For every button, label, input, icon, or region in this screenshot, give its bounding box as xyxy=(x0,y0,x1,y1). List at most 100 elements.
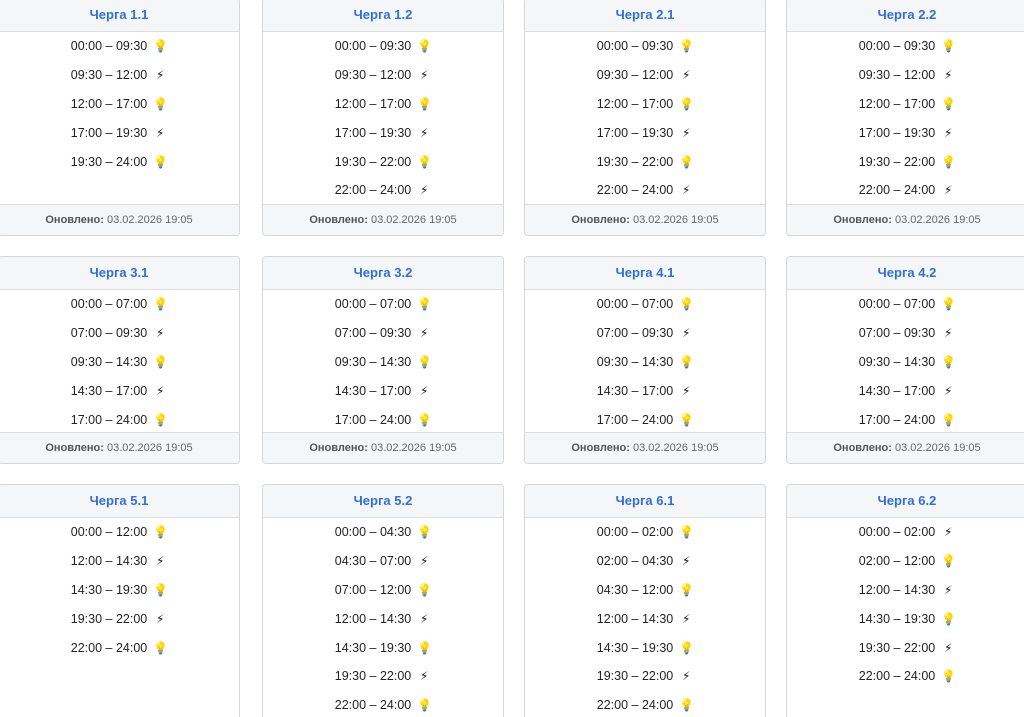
queue-card: Черга 5.2 00:00 – 04:30 💡 04:30 – 07:00 ⚡ 07:… xyxy=(262,484,504,717)
schedule-slot: 12:00 – 14:30 ⚡ xyxy=(0,547,239,576)
slot-time: 19:30 – 22:00 xyxy=(596,154,674,169)
schedule-slot: 17:00 – 24:00 💡 xyxy=(263,405,503,434)
lightbulb-icon: 💡 xyxy=(941,354,957,369)
slot-time: 19:30 – 22:00 xyxy=(858,154,936,169)
schedule-slot: 14:30 – 17:00 ⚡ xyxy=(263,376,503,405)
schedule-slot: 09:30 – 14:30 💡 xyxy=(787,348,1024,377)
schedule-slot: 14:30 – 19:30 💡 xyxy=(263,633,503,662)
schedule-slot: 14:30 – 19:30 💡 xyxy=(787,604,1024,633)
slot-time: 12:00 – 14:30 xyxy=(334,611,412,626)
power-off-icon: ⚡ xyxy=(682,68,691,83)
queue-card: Черга 3.2 00:00 – 07:00 💡 07:00 – 09:30 ⚡ 09:… xyxy=(262,256,504,464)
slot-time: 07:00 – 09:30 xyxy=(334,326,412,341)
schedule-slot: 07:00 – 12:00 💡 xyxy=(263,576,503,605)
schedule-slot: 22:00 – 24:00 ⚡ xyxy=(525,176,765,205)
lightbulb-icon: 💡 xyxy=(153,640,169,655)
lightbulb-icon: 💡 xyxy=(679,525,695,540)
updated-timestamp: 03.02.2026 19:05 xyxy=(106,214,193,226)
power-off-icon: ⚡ xyxy=(156,326,165,341)
lightbulb-icon: 💡 xyxy=(417,640,433,655)
schedule-list: 00:00 – 07:00 💡 07:00 – 09:30 ⚡ 09:30 – 14:3… xyxy=(263,290,503,434)
lightbulb-icon: 💡 xyxy=(679,39,695,54)
slot-time: 12:00 – 14:30 xyxy=(858,582,936,597)
updated-label: Оновлено: xyxy=(833,442,892,454)
slot-time: 12:00 – 17:00 xyxy=(596,96,674,111)
lightbulb-icon: 💡 xyxy=(941,412,957,427)
power-off-icon: ⚡ xyxy=(944,326,953,341)
schedule-slot: 00:00 – 09:30 💡 xyxy=(263,32,503,61)
lightbulb-icon: 💡 xyxy=(417,39,433,54)
schedule-slot: 14:30 – 17:00 ⚡ xyxy=(525,376,765,405)
power-off-icon: ⚡ xyxy=(682,611,691,626)
slot-time: 00:00 – 09:30 xyxy=(70,39,148,54)
schedule-slot: 09:30 – 12:00 ⚡ xyxy=(525,61,765,90)
queue-card: Черга 6.2 00:00 – 02:00 ⚡ 02:00 – 12:00 💡 12:… xyxy=(786,484,1024,717)
queue-title: Черга 3.2 xyxy=(263,257,503,290)
lightbulb-icon: 💡 xyxy=(679,96,695,111)
schedule-slot: 07:00 – 09:30 ⚡ xyxy=(787,319,1024,348)
updated-footer: Оновлено: 03.02.2026 19:05 xyxy=(787,432,1024,463)
schedule-slot: 19:30 – 22:00 💡 xyxy=(263,147,503,176)
schedule-slot: 00:00 – 12:00 💡 xyxy=(0,518,239,547)
updated-timestamp: 03.02.2026 19:05 xyxy=(632,214,719,226)
slot-time: 17:00 – 19:30 xyxy=(858,125,936,140)
queue-card: Черга 2.2 00:00 – 09:30 💡 09:30 – 12:00 ⚡ 12:… xyxy=(786,0,1024,236)
queue-card: Черга 4.1 00:00 – 07:00 💡 07:00 – 09:30 ⚡ 09:… xyxy=(524,256,766,464)
slot-time: 00:00 – 07:00 xyxy=(858,297,936,312)
slot-time: 04:30 – 12:00 xyxy=(596,582,674,597)
slot-time: 14:30 – 17:00 xyxy=(334,383,412,398)
slot-time: 14:30 – 19:30 xyxy=(858,611,936,626)
schedule-slot: 00:00 – 02:00 ⚡ xyxy=(787,518,1024,547)
slot-time: 12:00 – 17:00 xyxy=(334,96,412,111)
lightbulb-icon: 💡 xyxy=(153,354,169,369)
power-off-icon: ⚡ xyxy=(944,525,953,540)
slot-time: 22:00 – 24:00 xyxy=(858,669,936,684)
schedule-slot: 19:30 – 22:00 ⚡ xyxy=(0,604,239,633)
schedule-slot: 19:30 – 22:00 💡 xyxy=(787,147,1024,176)
queue-title: Черга 1.2 xyxy=(263,0,503,32)
schedule-slot: 00:00 – 04:30 💡 xyxy=(263,518,503,547)
lightbulb-icon: 💡 xyxy=(941,297,957,312)
slot-time: 19:30 – 22:00 xyxy=(858,640,936,655)
slot-time: 17:00 – 19:30 xyxy=(70,125,148,140)
updated-timestamp: 03.02.2026 19:05 xyxy=(894,442,981,454)
slot-time: 07:00 – 09:30 xyxy=(858,326,936,341)
lightbulb-icon: 💡 xyxy=(679,354,695,369)
lightbulb-icon: 💡 xyxy=(679,640,695,655)
slot-time: 07:00 – 09:30 xyxy=(596,326,674,341)
schedule-list: 00:00 – 12:00 💡 12:00 – 14:30 ⚡ 14:30 – 19:3… xyxy=(0,518,239,662)
slot-time: 00:00 – 07:00 xyxy=(596,297,674,312)
schedule-slot: 19:30 – 22:00 ⚡ xyxy=(263,662,503,691)
queue-card: Черга 5.1 00:00 – 12:00 💡 12:00 – 14:30 ⚡ 14:… xyxy=(0,484,240,717)
queue-title: Черга 2.1 xyxy=(525,0,765,32)
power-off-icon: ⚡ xyxy=(944,582,953,597)
power-off-icon: ⚡ xyxy=(944,68,953,83)
schedule-list: 00:00 – 02:00 💡 02:00 – 04:30 ⚡ 04:30 – 12:0… xyxy=(525,518,765,717)
slot-time: 00:00 – 02:00 xyxy=(596,525,674,540)
slot-time: 02:00 – 04:30 xyxy=(596,554,674,569)
schedule-slot: 22:00 – 24:00 💡 xyxy=(525,691,765,717)
lightbulb-icon: 💡 xyxy=(417,698,433,713)
schedule-slot: 00:00 – 09:30 💡 xyxy=(787,32,1024,61)
updated-timestamp: 03.02.2026 19:05 xyxy=(370,442,457,454)
slot-time: 09:30 – 14:30 xyxy=(334,354,412,369)
lightbulb-icon: 💡 xyxy=(679,582,695,597)
slot-time: 12:00 – 14:30 xyxy=(70,554,148,569)
slot-time: 14:30 – 17:00 xyxy=(70,383,148,398)
power-off-icon: ⚡ xyxy=(156,611,165,626)
slot-time: 22:00 – 24:00 xyxy=(334,183,412,198)
schedule-list: 00:00 – 07:00 💡 07:00 – 09:30 ⚡ 09:30 – 14:3… xyxy=(787,290,1024,434)
updated-footer: Оновлено: 03.02.2026 19:05 xyxy=(525,204,765,235)
schedule-slot: 09:30 – 12:00 ⚡ xyxy=(263,61,503,90)
updated-timestamp: 03.02.2026 19:05 xyxy=(894,214,981,226)
schedule-slot: 17:00 – 19:30 ⚡ xyxy=(263,118,503,147)
slot-time: 07:00 – 09:30 xyxy=(70,326,148,341)
schedule-slot: 07:00 – 09:30 ⚡ xyxy=(0,319,239,348)
schedule-slot: 17:00 – 24:00 💡 xyxy=(0,405,239,434)
updated-footer: Оновлено: 03.02.2026 19:05 xyxy=(0,204,239,235)
slot-time: 00:00 – 09:30 xyxy=(858,39,936,54)
lightbulb-icon: 💡 xyxy=(679,154,695,169)
updated-timestamp: 03.02.2026 19:05 xyxy=(370,214,457,226)
lightbulb-icon: 💡 xyxy=(417,354,433,369)
lightbulb-icon: 💡 xyxy=(417,582,433,597)
